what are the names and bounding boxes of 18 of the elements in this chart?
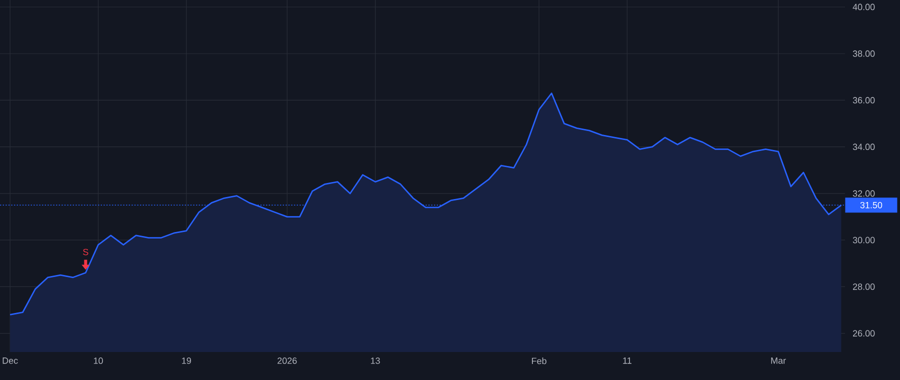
y-tick-label: 40.00 xyxy=(852,4,875,10)
x-tick-label: 11 xyxy=(623,358,632,364)
y-tick-label: 38.00 xyxy=(852,50,875,57)
ref-line-label: 31.50 xyxy=(860,202,882,208)
y-tick-label: 32.00 xyxy=(852,190,875,197)
x-tick-label: Dec xyxy=(2,358,18,364)
x-tick-label: 10 xyxy=(94,358,103,364)
x-tick-label: 13 xyxy=(370,358,380,364)
x-tick-label: Mar xyxy=(771,358,786,364)
y-tick-label: 28.00 xyxy=(852,284,875,290)
y-tick-label: 36.00 xyxy=(852,97,875,104)
y-tick-label: 34.00 xyxy=(852,144,875,150)
y-tick-label: 30.00 xyxy=(852,236,875,244)
y-tick-label: 26.00 xyxy=(852,330,875,337)
x-tick-label: 2026 xyxy=(278,358,297,364)
annotation: S xyxy=(83,248,88,256)
x-tick-label: Feb xyxy=(532,358,546,364)
x-tick-label: 19 xyxy=(182,358,191,364)
